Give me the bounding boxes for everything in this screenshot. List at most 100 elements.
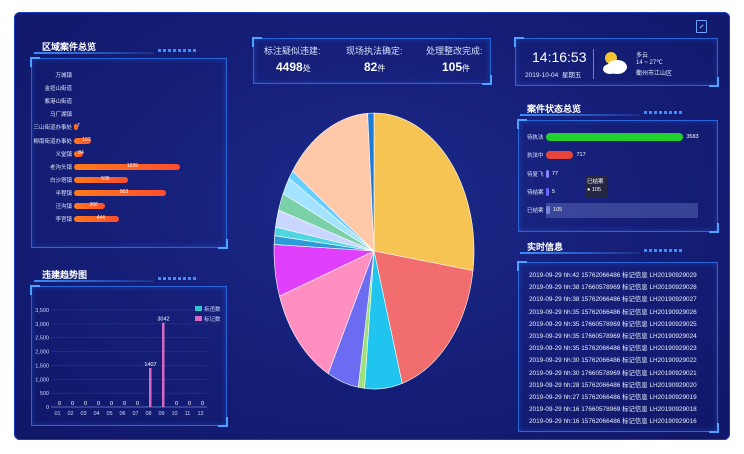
tooltip-title: 已结案	[587, 179, 604, 185]
region-label: 紫港山街道	[44, 99, 72, 106]
trend-data-label: 0	[58, 401, 61, 407]
region-panel-title: 区域案件总览	[42, 42, 97, 52]
trend-xtick: 04	[93, 411, 99, 417]
trend-data-label: 0	[188, 401, 191, 407]
log-item[interactable]: 2019-09-29 hh:28 15762066486 标记信息 LH2019…	[529, 381, 697, 389]
trend-xtick: 07	[132, 411, 138, 417]
status-bar[interactable]	[546, 206, 551, 215]
region-value: 84	[78, 149, 84, 156]
pie-slice[interactable]	[373, 250, 474, 384]
region-value: 1039	[126, 162, 138, 169]
log-item[interactable]: 2019-09-29 hh:42 15762066486 标记信息 LH2019…	[529, 272, 697, 279]
trend-ytick: 2,500	[35, 336, 49, 342]
region-label: 马厂湖镇	[49, 112, 72, 119]
region-bar	[74, 124, 78, 131]
stat-value-marked: 4498处	[276, 60, 311, 74]
realtime-title-dash	[644, 249, 682, 252]
region-label: 三山街道办事处	[33, 125, 72, 132]
cloud-sun-icon	[603, 52, 627, 74]
trend-data-label: 0	[97, 401, 100, 407]
trend-data-label: 0	[123, 401, 126, 407]
trend-xtick: 11	[185, 411, 191, 417]
weather-condition: 多云	[636, 53, 649, 59]
status-bar[interactable]	[546, 187, 549, 196]
region-label: 义堂镇	[55, 151, 72, 158]
tooltip-value: ● 105	[587, 187, 602, 193]
region-title-dash	[158, 49, 196, 52]
status-bar[interactable]	[546, 133, 684, 141]
trend-xtick: 03	[80, 411, 86, 417]
trend-ytick: 1,500	[35, 363, 49, 369]
trend-panel	[30, 285, 228, 427]
log-item[interactable]: 2019-09-29 hh:38 17660578969 标记信息 LH2019…	[529, 284, 697, 292]
status-value: 5	[552, 188, 556, 195]
pie-slice[interactable]	[292, 112, 375, 252]
pie-slice[interactable]	[373, 112, 475, 271]
trend-data-label: 0	[84, 401, 87, 407]
status-panel	[517, 119, 719, 233]
log-item[interactable]: 2019-09-29 hh:35 15762066486 标记信息 LH2019…	[529, 308, 697, 316]
trend-legend-swatch	[195, 306, 202, 311]
trend-xtick: 09	[158, 411, 164, 417]
trend-ytick: 1,000	[35, 377, 49, 383]
log-item[interactable]: 2019-09-29 hh:38 15762066486 标记信息 LH2019…	[529, 296, 697, 304]
region-label: 万城镇	[55, 73, 72, 79]
stat-label-marked: 标注疑似违建:	[264, 46, 321, 56]
trend-data-label: 3042	[157, 317, 169, 323]
trend-data-label: 0	[110, 401, 113, 407]
region-label: 半程镇	[55, 190, 72, 197]
region-bar	[74, 203, 106, 209]
clock-panel	[514, 37, 719, 87]
trend-data-label: 0	[136, 401, 139, 407]
region-bar	[74, 163, 180, 170]
clock-date: 2019-10-04 星期五	[525, 72, 582, 79]
trend-title-underline	[34, 280, 154, 282]
trend-bar-marked	[162, 322, 165, 407]
status-bar[interactable]	[546, 151, 574, 160]
fullscreen-icon[interactable]	[696, 20, 707, 33]
trend-panel-title: 违建趋势图	[42, 270, 88, 280]
region-label: 汪沟镇	[55, 204, 72, 210]
log-item[interactable]: 2019-09-29 hh:16 17660578969 标记信息 LH2019…	[529, 406, 697, 414]
stat-label-confirmed: 现场执法确定:	[346, 46, 403, 56]
clock-divider	[593, 49, 594, 79]
trend-xtick: 02	[67, 411, 73, 417]
trend-xtick: 05	[106, 411, 112, 417]
log-item[interactable]: 2019-09-29 hh:35 17660578969 标记信息 LH2019…	[529, 320, 697, 328]
log-item[interactable]: 2019-09-29 hh:35 15762066486 标记信息 LH2019…	[529, 345, 697, 353]
clock-time: 14:16:53	[532, 49, 587, 65]
trend-ytick: 0	[46, 405, 49, 411]
log-item[interactable]: 2019-09-29 hh:30 15762066486 标记信息 LH2019…	[529, 357, 697, 365]
status-value: 105	[553, 207, 563, 214]
pie-slice[interactable]	[279, 250, 375, 375]
status-hover-highlight	[546, 203, 698, 219]
trend-data-label: 1407	[144, 362, 156, 368]
status-bar[interactable]	[546, 169, 549, 178]
region-label: 李官镇	[55, 217, 72, 224]
region-bar	[74, 150, 83, 157]
region-bar	[74, 137, 91, 144]
realtime-panel-title: 实时信息	[527, 242, 564, 252]
status-tooltip: 已结案 ● 105	[585, 176, 607, 198]
log-item[interactable]: 2019-09-29 hh:27 15762066486 标记信息 LH2019…	[529, 394, 697, 401]
status-label: 待复飞	[527, 171, 544, 178]
pie-chart	[273, 112, 475, 390]
region-value: 163	[82, 136, 91, 143]
region-label: 金垣山街道	[44, 86, 72, 93]
pie-slice[interactable]	[367, 112, 375, 252]
log-item[interactable]: 2019-09-29 hh:30 17660578969 标记信息 LH2019…	[529, 369, 697, 377]
log-item[interactable]: 2019-09-29 hh:16 15762066486 标记信息 LH2019…	[529, 418, 697, 426]
status-value: 77	[552, 170, 559, 177]
trend-data-label: 0	[175, 401, 178, 407]
region-label: 老沟头镇	[49, 164, 72, 171]
region-value: 444	[96, 215, 105, 222]
region-value: 7	[77, 123, 80, 130]
log-item[interactable]: 2019-09-29 hh:35 17660578969 标记信息 LH2019…	[529, 333, 697, 340]
stat-value-completed: 105件	[442, 60, 471, 74]
region-label: 柳南街道办事处	[33, 138, 72, 145]
region-value: 536	[101, 175, 110, 182]
realtime-panel	[517, 261, 719, 433]
trend-legend-label: 拆违数	[204, 305, 221, 313]
weather-temp: 14 ~ 27℃	[636, 60, 663, 66]
trend-data-label: 0	[201, 401, 204, 407]
